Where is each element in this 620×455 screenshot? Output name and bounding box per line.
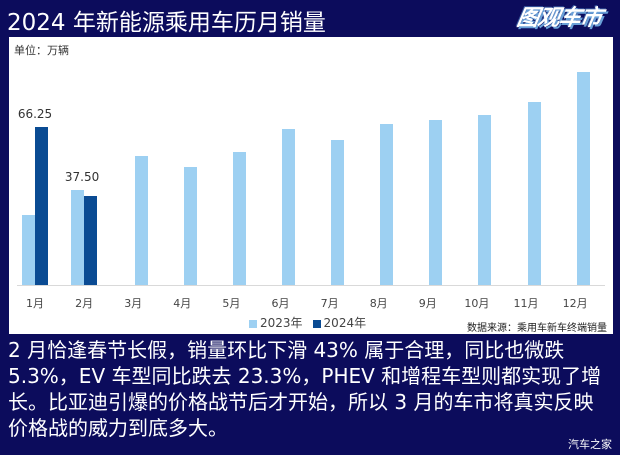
- x-tick-label: 5月: [222, 297, 241, 310]
- x-tick-label: 3月: [124, 297, 143, 310]
- bar-2023: [232, 151, 246, 285]
- bar-2024: [84, 195, 98, 285]
- x-tick-label: 1月: [26, 297, 44, 310]
- bar-2023: [331, 139, 345, 285]
- bar-2023: [576, 72, 590, 285]
- bar-2024: [35, 126, 48, 285]
- x-tick-label: 9月: [418, 297, 437, 310]
- bar-2023: [71, 190, 85, 285]
- legend-swatch-2023: [249, 319, 257, 328]
- data-label: 66.25: [17, 106, 53, 121]
- chart-panel: 单位：万辆 2023年 2024年 数据来源：乘用车新车终端销量 1月 2月 3月 4…: [9, 37, 613, 334]
- legend-label-2024: 2024年: [323, 316, 367, 330]
- brand-logo: 图观车市: [514, 6, 604, 31]
- bar-2023: [527, 101, 541, 285]
- x-tick-label: 6月: [271, 297, 290, 310]
- legend-item-2023: 2023年: [249, 314, 303, 331]
- x-tick-label: 7月: [320, 297, 339, 310]
- bar-2023: [282, 129, 295, 285]
- x-axis-line: [17, 285, 605, 286]
- bar-2023: [478, 114, 492, 285]
- data-label: 37.50: [64, 169, 100, 184]
- page-title: 2024 年新能源乘用车历月销量: [7, 10, 326, 36]
- x-tick-label: 2月: [75, 297, 94, 310]
- bar-2023: [22, 214, 35, 285]
- x-tick-label: 11月: [513, 297, 539, 310]
- caption-text: 2 月恰逢春节长假，销量环比下滑 43% 属于合理，同比也微跌 5.3%，EV …: [8, 338, 602, 440]
- legend-item-2024: 2024年: [312, 314, 367, 331]
- data-source: 数据来源：乘用车新车终端销量: [467, 323, 607, 334]
- legend-swatch-2024: [312, 319, 321, 328]
- x-tick-label: 4月: [173, 297, 192, 310]
- bar-2023: [183, 166, 197, 285]
- bar-2023: [380, 123, 394, 285]
- bar-2023: [134, 155, 148, 285]
- watermark: 汽车之家: [568, 438, 612, 451]
- x-tick-label: 8月: [369, 297, 388, 310]
- legend: 2023年 2024年: [249, 314, 366, 331]
- unit-label: 单位：万辆: [14, 44, 69, 57]
- bar-2023: [429, 119, 443, 285]
- legend-label-2023: 2023年: [260, 316, 303, 330]
- x-tick-label: 10月: [464, 297, 490, 310]
- x-tick-label: 12月: [562, 297, 588, 310]
